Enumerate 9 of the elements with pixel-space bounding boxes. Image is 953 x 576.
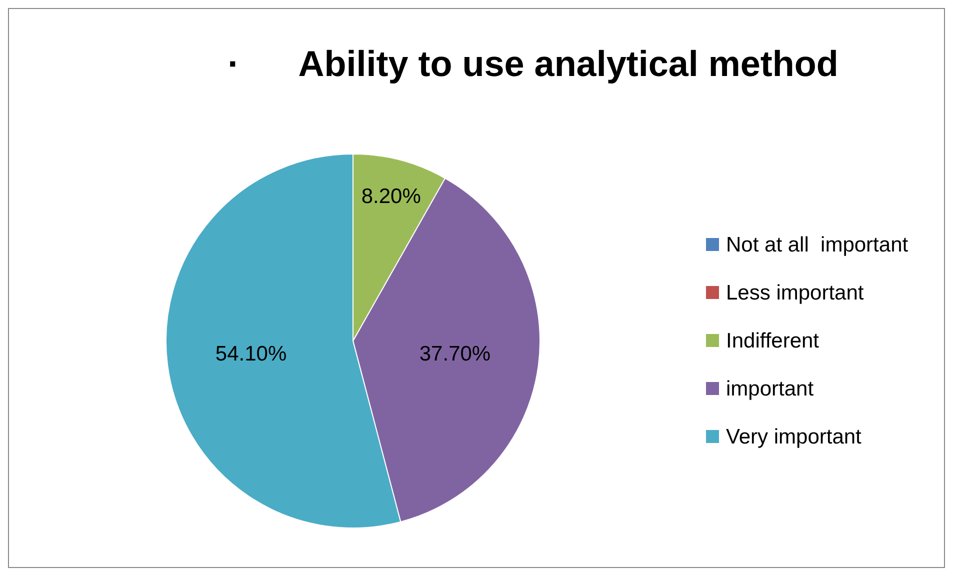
legend-label: Less important xyxy=(726,282,864,304)
legend-label: Very important xyxy=(726,426,862,448)
chart-title: · Ability to use analytical method xyxy=(228,43,838,84)
legend-label: important xyxy=(726,378,814,400)
legend-label: Indifferent xyxy=(726,330,820,352)
data-label: 54.10% xyxy=(215,342,287,366)
legend-label: Not at all important xyxy=(726,234,908,256)
data-label: 37.70% xyxy=(419,342,491,366)
data-label: 8.20% xyxy=(361,184,421,208)
